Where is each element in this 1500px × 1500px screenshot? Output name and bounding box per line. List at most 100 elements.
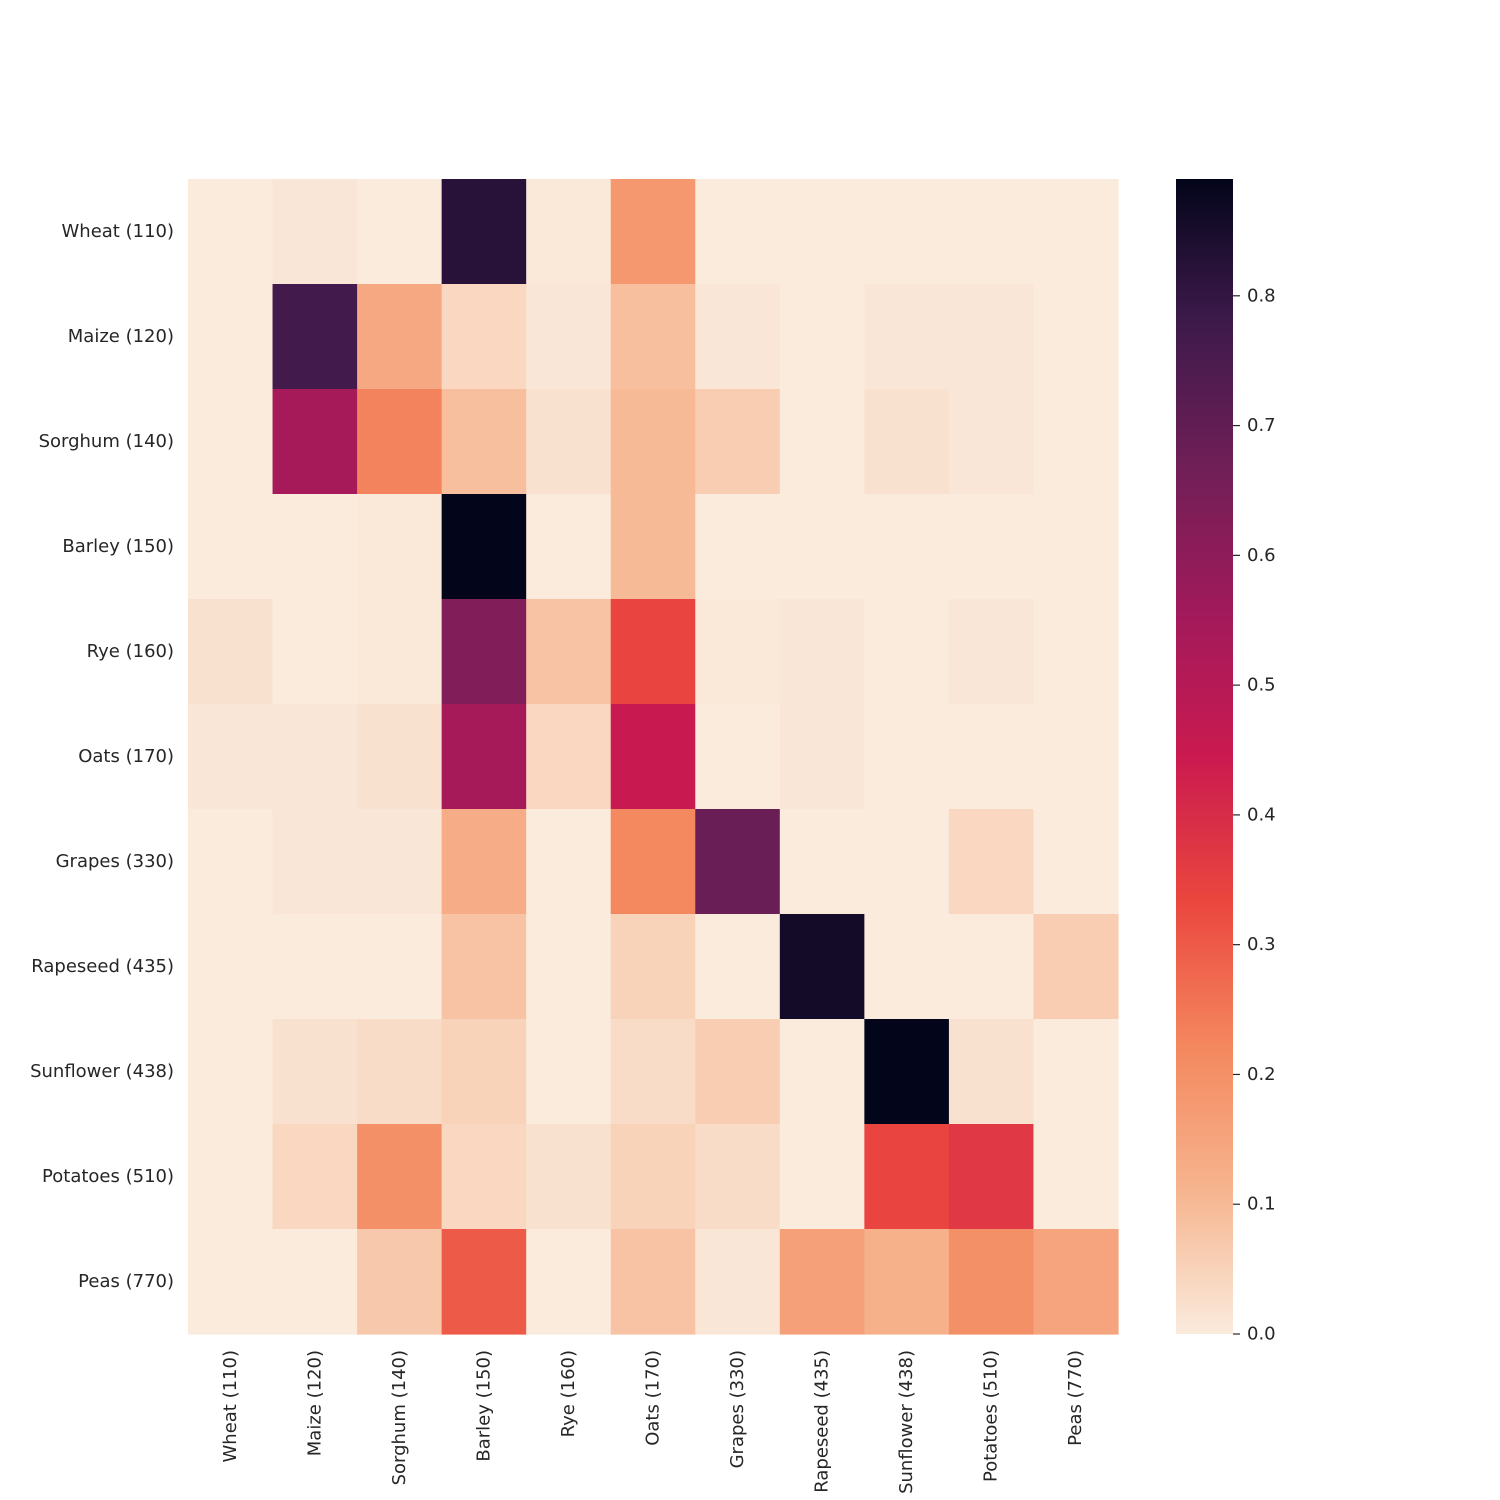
heatmap-cell [779,1019,865,1125]
heatmap-cell [1033,914,1119,1020]
y-tick-label: Sorghum (140) [39,431,174,452]
x-tick-label: Rapeseed (435) [812,1350,833,1493]
heatmap-cell [526,1124,612,1230]
heatmap-cell [1033,284,1119,390]
x-tick-labels: Wheat (110) Maize (120) Sorghum (140) Barle… [220,1350,1086,1494]
heatmap-cell [441,284,527,390]
heatmap-cell [864,1124,950,1230]
y-tick-labels: Wheat (110) Maize (120) Sorghum (140) Barle… [30,221,174,1292]
colorbar-gradient [1176,179,1233,1334]
heatmap-cell [188,179,274,285]
heatmap-cell [779,389,865,495]
heatmap-cell [272,914,358,1020]
x-tick-label: Sorghum (140) [389,1350,410,1485]
y-tick-label: Grapes (330) [56,851,174,872]
colorbar-tick-label: 0.7 [1247,415,1276,436]
heatmap-cell [695,389,781,495]
heatmap-cell [357,704,443,810]
heatmap-cell [357,179,443,285]
heatmap-cell [272,179,358,285]
heatmap-cell [357,599,443,705]
colorbar-tick-label: 0.3 [1247,934,1276,955]
heatmap-cell [948,284,1035,390]
x-tick-label: Potatoes (510) [981,1350,1002,1482]
heatmap-cell [272,599,358,705]
heatmap-cell [779,1124,865,1230]
colorbar-tick-label: 0.8 [1247,285,1276,306]
heatmap-cell [610,494,696,600]
heatmap-cell [779,599,865,705]
heatmap-cell [441,704,527,810]
heatmap-cell [272,284,358,390]
heatmap-cell [357,284,443,390]
x-tick-label: Oats (170) [643,1350,664,1446]
heatmap-cell [1033,704,1119,810]
heatmap-cell [188,284,274,390]
y-tick-label: Barley (150) [62,536,174,557]
heatmap-cell [1033,809,1119,915]
colorbar-ticks: 0.0 0.1 0.2 0.3 0.4 0.5 0.6 0.7 0.8 [1233,285,1276,1345]
heatmap-cell [441,179,527,285]
y-tick-label: Potatoes (510) [42,1166,174,1187]
heatmap-cell [526,494,612,600]
heatmap-cell [948,1124,1035,1230]
heatmap-cell [188,914,274,1020]
heatmap-cell [948,704,1035,810]
heatmap-cell [948,914,1035,1020]
heatmap-cell [948,389,1035,495]
heatmap-cell [1033,599,1119,705]
heatmap-cell [864,599,950,705]
heatmap-cell [357,1019,443,1125]
heatmap-cell [864,809,950,915]
heatmap-cell [526,599,612,705]
heatmap-cell [948,494,1035,600]
heatmap-cell [864,284,950,390]
y-tick-label: Rapeseed (435) [31,956,174,977]
heatmap-cell [188,704,274,810]
heatmap-cell [272,1229,358,1335]
heatmap-cell [695,284,781,390]
heatmap-cell [779,704,865,810]
heatmap-cell [441,1124,527,1230]
heatmap-cell [188,494,274,600]
heatmap-cell [526,809,612,915]
heatmap-cell [948,1019,1035,1125]
heatmap-cell [526,1019,612,1125]
heatmap-cell [864,1019,950,1125]
colorbar-tick-label: 0.2 [1247,1064,1276,1085]
colorbar-tick-label: 0.4 [1247,804,1276,825]
heatmap-cell [695,599,781,705]
heatmap-cell [779,809,865,915]
heatmap-cell [948,809,1035,915]
heatmap-cell [610,1229,696,1335]
heatmap-cell [526,284,612,390]
heatmap-cells [188,179,1119,1335]
heatmap-cell [188,809,274,915]
heatmap-cell [188,1229,274,1335]
heatmap-cell [695,494,781,600]
x-tick-label: Rye (160) [558,1350,579,1437]
heatmap-cell [864,1229,950,1335]
heatmap-cell [1033,179,1119,285]
heatmap-cell [1033,1124,1119,1230]
heatmap-cell [357,1229,443,1335]
heatmap-cell [864,179,950,285]
heatmap-cell [441,599,527,705]
heatmap-cell [441,389,527,495]
heatmap-cell [441,494,527,600]
heatmap-cell [357,914,443,1020]
colorbar-tick-label: 0.6 [1247,545,1276,566]
heatmap-cell [948,179,1035,285]
heatmap-cell [610,704,696,810]
heatmap-cell [779,494,865,600]
heatmap-cell [357,1124,443,1230]
heatmap-cell [272,1019,358,1125]
heatmap-cell [610,599,696,705]
heatmap-cell [526,179,612,285]
heatmap-cell [779,284,865,390]
heatmap-cell [272,389,358,495]
y-tick-label: Oats (170) [78,746,174,767]
heatmap-cell [441,1019,527,1125]
heatmap-cell [272,704,358,810]
